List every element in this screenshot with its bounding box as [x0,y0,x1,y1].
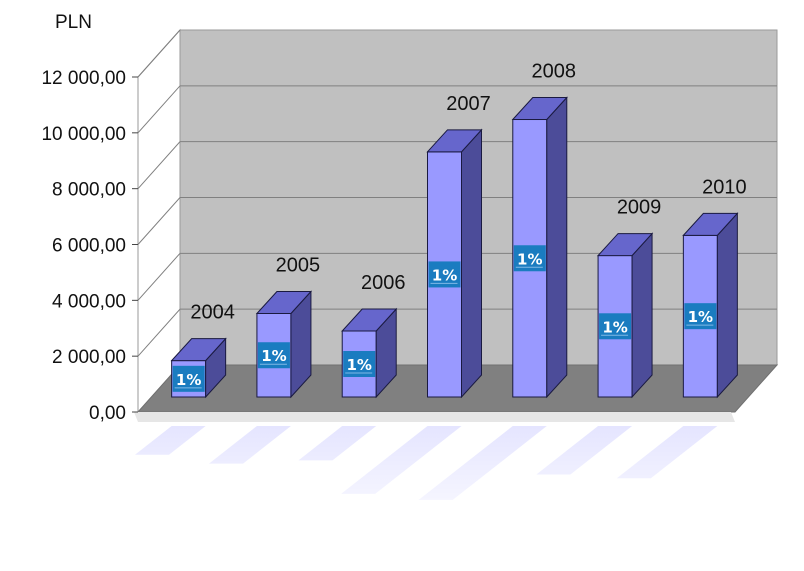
category-label-2007: 2007 [446,93,491,115]
gridlines [137,29,777,357]
bar-2006: 1% 2006 [341,272,406,399]
category-label-2010: 2010 [702,176,747,198]
y-axis-unit-label: PLN [55,12,92,33]
bars: 1% 2004 1% 2005 1% 2006 1% 2007 1% 2008 1% 2009 1% 20… [170,61,747,399]
y-tick-label-3: 6 000,00 [52,236,126,257]
reflection-fade [20,426,780,546]
bar-side-2007 [461,128,482,399]
category-label-2008: 2008 [532,61,577,83]
bar-top-2009 [596,233,654,257]
category-label-2005: 2005 [276,254,321,276]
y-tick-label-6: 12 000,00 [41,68,126,89]
y-tick-label-4: 8 000,00 [52,180,126,201]
gridline-1 [137,308,777,357]
gridline-4 [137,141,777,189]
gridline-2 [137,252,777,301]
gridline-3 [137,197,777,245]
badge-text-2010: 1% [688,308,713,326]
bar-top-2004 [170,338,227,362]
bar-2007: 1% 2007 [426,93,491,399]
bar-2010: 1% 2010 [682,176,747,399]
bar-2004: 1% 2004 [170,302,235,399]
y-tick-label-2: 4 000,00 [52,291,126,312]
gridline-5 [137,85,777,134]
badge-text-2008: 1% [517,250,542,268]
category-label-2009: 2009 [617,197,662,219]
bar-top-2010 [682,212,739,236]
floor-front-edge [134,412,735,422]
bar-2005: 1% 2005 [255,254,321,399]
bar-top-2008 [511,97,568,121]
chart-reflection [20,426,780,546]
badge-text-2007: 1% [432,266,457,284]
bar-side-2008 [546,96,568,399]
gridline-top [137,29,181,78]
y-tick-label-0: 0,00 [89,403,126,424]
badge-text-2004: 1% [176,371,201,389]
y-tick-label-1: 2 000,00 [52,347,126,368]
badge-text-2005: 1% [261,347,286,365]
category-label-2004: 2004 [190,302,235,324]
bar-side-2010 [716,212,738,399]
bar-side-2009 [631,232,653,399]
bar-2008: 1% 2008 [511,61,577,399]
bar-top-2007 [426,129,483,153]
y-axis-ticks: 0,00 2 000,00 4 000,00 6 000,00 8 000,00 10 0… [41,68,138,424]
bar-top-2005 [255,290,313,314]
bar-2009: 1% 2009 [596,197,662,399]
category-label-2006: 2006 [361,272,406,294]
bar-top-2006 [341,308,398,332]
y-tick-label-5: 10 000,00 [41,124,126,145]
badge-text-2006: 1% [346,356,371,374]
badge-text-2009: 1% [602,318,627,336]
